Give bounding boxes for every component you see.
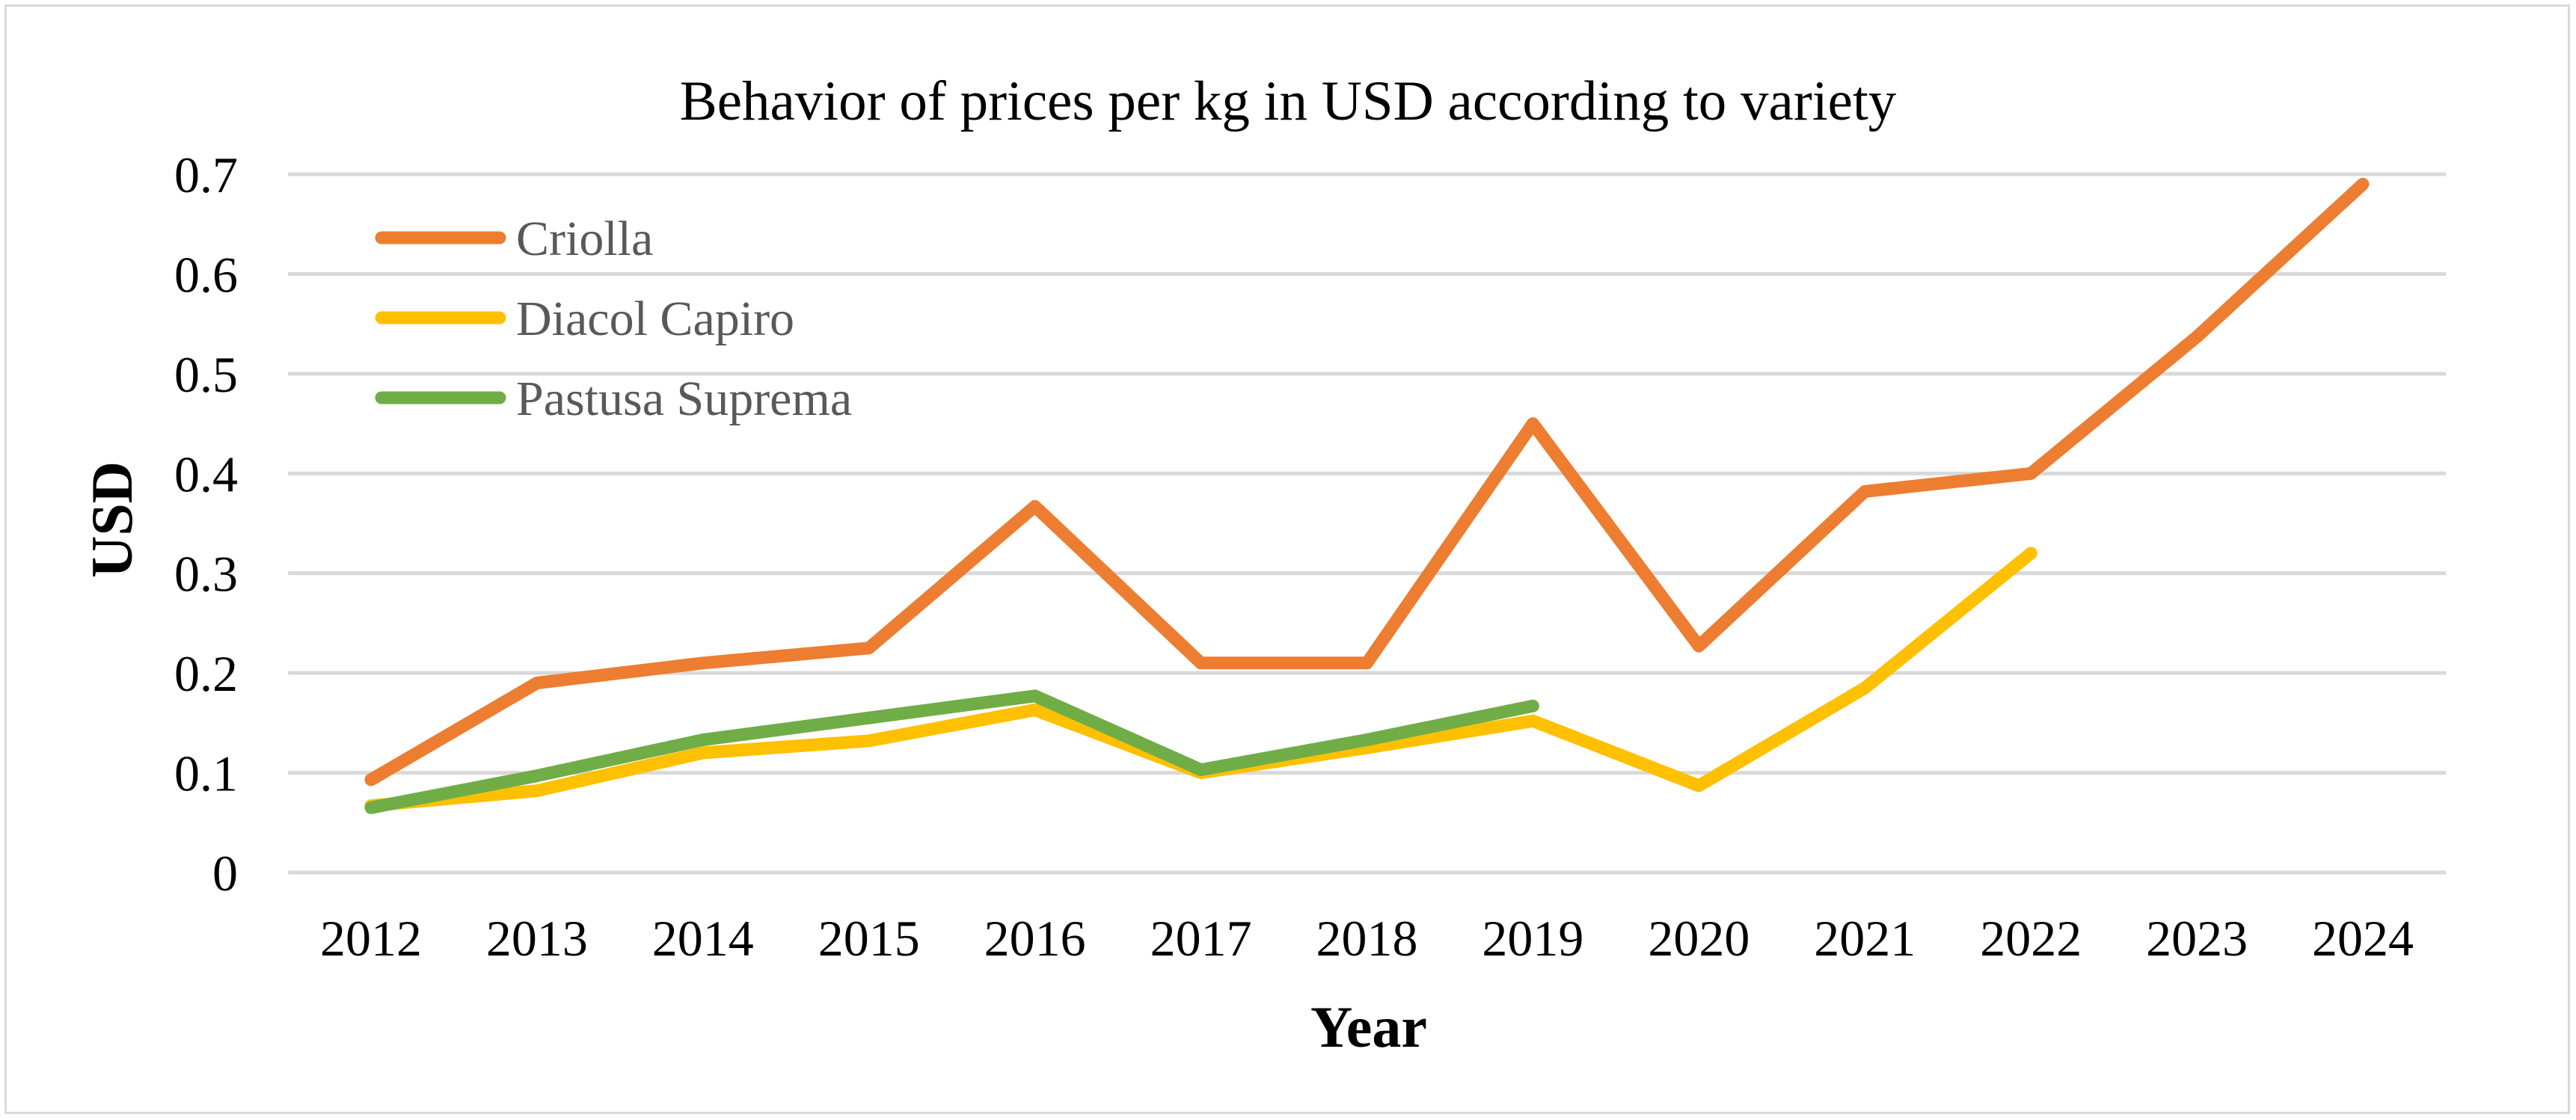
chart-frame: [4, 4, 2570, 1114]
x-axis-ticks: 2012 2013 2014 2015 2016 2017 2018 2019 2020 2021…: [320, 910, 2414, 967]
x-axis-label: Year: [1310, 994, 1427, 1059]
legend-label-diacol-capiro: Diacol Capiro: [516, 292, 794, 346]
x-tick-label: 2016: [984, 910, 1086, 967]
x-tick-label: 2013: [486, 910, 588, 967]
y-axis-label: USD: [79, 461, 144, 578]
y-tick-label: 0.2: [174, 645, 238, 702]
gridlines: [288, 172, 2446, 875]
x-tick-label: 2020: [1648, 910, 1749, 967]
y-tick-label: 0.4: [174, 446, 238, 502]
x-tick-label: 2014: [652, 910, 754, 967]
x-tick-label: 2012: [320, 910, 422, 967]
series-lines: [364, 177, 2370, 814]
legend-label-criolla: Criolla: [516, 212, 653, 266]
x-tick-label: 2023: [2146, 910, 2248, 967]
legend-label-pastusa-suprema: Pastusa Suprema: [516, 372, 852, 426]
y-tick-label: 0.1: [174, 745, 238, 802]
y-axis-ticks: 0 0.1 0.2 0.3 0.4 0.5 0.6 0.7: [174, 147, 238, 902]
series-line-pastusa-suprema: [364, 689, 1539, 814]
x-tick-label: 2015: [818, 910, 920, 967]
y-tick-label: 0.6: [174, 246, 238, 303]
x-tick-label: 2024: [2312, 910, 2414, 967]
x-tick-label: 2018: [1316, 910, 1418, 967]
series-line-criolla: [364, 177, 2370, 787]
legend: Criolla Diacol Capiro Pastusa Suprema: [375, 212, 852, 426]
y-tick-label: 0.3: [174, 546, 238, 603]
y-tick-label: 0: [212, 845, 238, 902]
x-tick-label: 2022: [1980, 910, 2082, 967]
y-tick-label: 0.5: [174, 346, 238, 403]
y-tick-label: 0.7: [174, 147, 238, 203]
x-tick-label: 2019: [1482, 910, 1583, 967]
x-tick-label: 2017: [1150, 910, 1252, 967]
chart-title: Behavior of prices per kg in USD accordi…: [680, 70, 1897, 132]
x-tick-label: 2021: [1814, 910, 1916, 967]
